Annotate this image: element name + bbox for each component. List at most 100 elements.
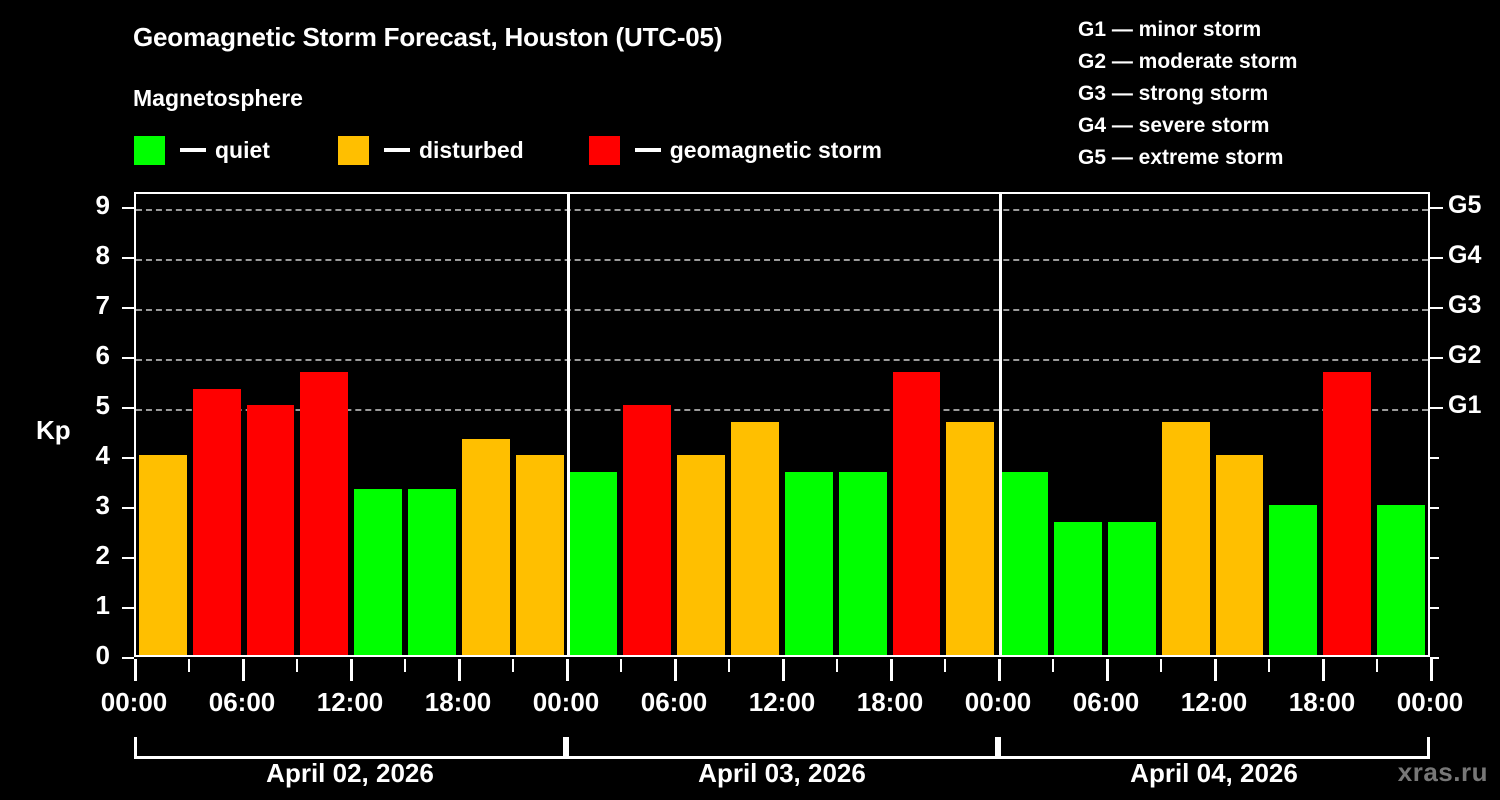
page-title: Geomagnetic Storm Forecast, Houston (UTC… xyxy=(133,22,723,52)
y-tick-label-1: 1 xyxy=(95,590,110,620)
legend-swatch-quiet xyxy=(133,134,166,166)
bar-slot xyxy=(1266,194,1320,655)
legend-item-disturbed: disturbed xyxy=(336,134,524,166)
g-minor-tick-2 xyxy=(1430,557,1439,559)
x-tick-major-18 xyxy=(1106,659,1109,681)
x-tick-label-1: 06:00 xyxy=(208,687,276,717)
x-tick-major-24 xyxy=(1430,659,1433,681)
bar-quiet[interactable] xyxy=(784,471,833,655)
gridline-kp-6 xyxy=(136,359,1428,361)
day-bracket-2 xyxy=(566,737,998,759)
y-tick-9 xyxy=(122,207,134,209)
y-tick-label-7: 7 xyxy=(95,290,110,320)
legend-item-storm: geomagnetic storm xyxy=(587,134,882,166)
bar-disturbed[interactable] xyxy=(1161,421,1210,655)
bar-storm[interactable] xyxy=(623,405,672,655)
bar-disturbed[interactable] xyxy=(515,455,564,655)
bar-quiet[interactable] xyxy=(1054,521,1102,655)
day-bracket-1 xyxy=(134,737,566,759)
x-tick-minor-19 xyxy=(1160,659,1162,672)
bar-disturbed[interactable] xyxy=(677,455,726,655)
x-tick-minor-17 xyxy=(1052,659,1054,672)
x-tick-major-4 xyxy=(350,659,353,681)
x-tick-minor-15 xyxy=(944,659,946,672)
bar-storm[interactable] xyxy=(892,371,941,655)
bar-quiet[interactable] xyxy=(569,471,618,655)
x-tick-major-2 xyxy=(242,659,245,681)
bar-slot xyxy=(836,194,890,655)
bar-slot xyxy=(567,194,621,655)
x-tick-minor-11 xyxy=(728,659,730,672)
legend-label-disturbed: disturbed xyxy=(418,136,524,163)
day-separator-1 xyxy=(567,194,570,655)
g-tick-G3 xyxy=(1430,307,1443,309)
bar-storm[interactable] xyxy=(192,388,241,655)
legend-dash-icon xyxy=(180,148,206,152)
g-scale-legend: G1 — minor storm G2 — moderate storm G3 — … xyxy=(1078,14,1297,174)
y-tick-6 xyxy=(122,357,134,359)
magnetosphere-legend: quiet disturbed geomagnetic storm xyxy=(133,133,882,167)
bar-slot xyxy=(674,194,728,655)
bar-series xyxy=(136,194,1428,655)
bar-storm[interactable] xyxy=(300,371,349,655)
bar-quiet[interactable] xyxy=(408,488,456,655)
g-tick-label-G3: G3 xyxy=(1448,291,1482,319)
x-tick-label-6: 12:00 xyxy=(748,687,816,717)
bar-disturbed[interactable] xyxy=(1215,455,1264,655)
y-tick-0 xyxy=(122,657,134,659)
bar-quiet[interactable] xyxy=(1000,471,1049,655)
bar-slot xyxy=(620,194,674,655)
bar-slot xyxy=(244,194,298,655)
y-tick-5 xyxy=(122,407,134,409)
g-scale-line-3: G3 — strong storm xyxy=(1078,82,1269,105)
legend-label-quiet: quiet xyxy=(215,136,270,163)
bar-quiet[interactable] xyxy=(1269,505,1318,655)
bar-quiet[interactable] xyxy=(354,488,403,655)
x-tick-major-12 xyxy=(782,659,785,681)
x-tick-label-2: 12:00 xyxy=(316,687,384,717)
y-tick-label-4: 4 xyxy=(95,440,110,470)
x-tick-minor-3 xyxy=(296,659,298,672)
x-tick-major-10 xyxy=(674,659,677,681)
x-tick-label-10: 12:00 xyxy=(1180,687,1248,717)
bar-slot xyxy=(1213,194,1267,655)
bar-quiet[interactable] xyxy=(1107,521,1156,655)
y-tick-8 xyxy=(122,257,134,259)
x-tick-label-0: 00:00 xyxy=(100,687,168,717)
x-tick-label-9: 06:00 xyxy=(1072,687,1140,717)
x-tick-label-11: 18:00 xyxy=(1288,687,1356,717)
bar-disturbed[interactable] xyxy=(946,421,995,655)
bar-slot xyxy=(943,194,997,655)
bar-slot xyxy=(297,194,351,655)
y-tick-label-6: 6 xyxy=(95,340,110,370)
g-minor-tick-1 xyxy=(1430,607,1439,609)
watermark: xras.ru xyxy=(1397,757,1488,787)
g-scale-line-2: G2 — moderate storm xyxy=(1078,50,1298,73)
x-tick-minor-5 xyxy=(404,659,406,672)
g-scale-line-1: G1 — minor storm xyxy=(1078,18,1262,41)
g-tick-G2 xyxy=(1430,357,1443,359)
g-tick-G5 xyxy=(1430,207,1443,209)
x-tick-minor-21 xyxy=(1268,659,1270,672)
bar-storm[interactable] xyxy=(1323,371,1372,655)
bar-disturbed[interactable] xyxy=(139,455,187,655)
bar-quiet[interactable] xyxy=(838,471,887,655)
gridline-kp-5 xyxy=(136,409,1428,411)
bar-storm[interactable] xyxy=(246,405,295,655)
x-tick-label-12: 00:00 xyxy=(1396,687,1464,717)
bar-slot xyxy=(351,194,405,655)
x-tick-major-16 xyxy=(998,659,1001,681)
day-label-1: April 02, 2026 xyxy=(266,757,434,788)
x-tick-minor-9 xyxy=(620,659,622,672)
x-tick-major-6 xyxy=(458,659,461,681)
x-tick-minor-7 xyxy=(512,659,514,672)
bar-disturbed[interactable] xyxy=(731,421,779,655)
bar-disturbed[interactable] xyxy=(461,438,510,655)
legend-dash-icon xyxy=(383,148,410,152)
bar-slot xyxy=(459,194,513,655)
legend-label-storm: geomagnetic storm xyxy=(669,136,882,163)
g-minor-tick-4 xyxy=(1430,457,1439,459)
bar-slot xyxy=(1051,194,1105,655)
bar-quiet[interactable] xyxy=(1377,505,1425,655)
